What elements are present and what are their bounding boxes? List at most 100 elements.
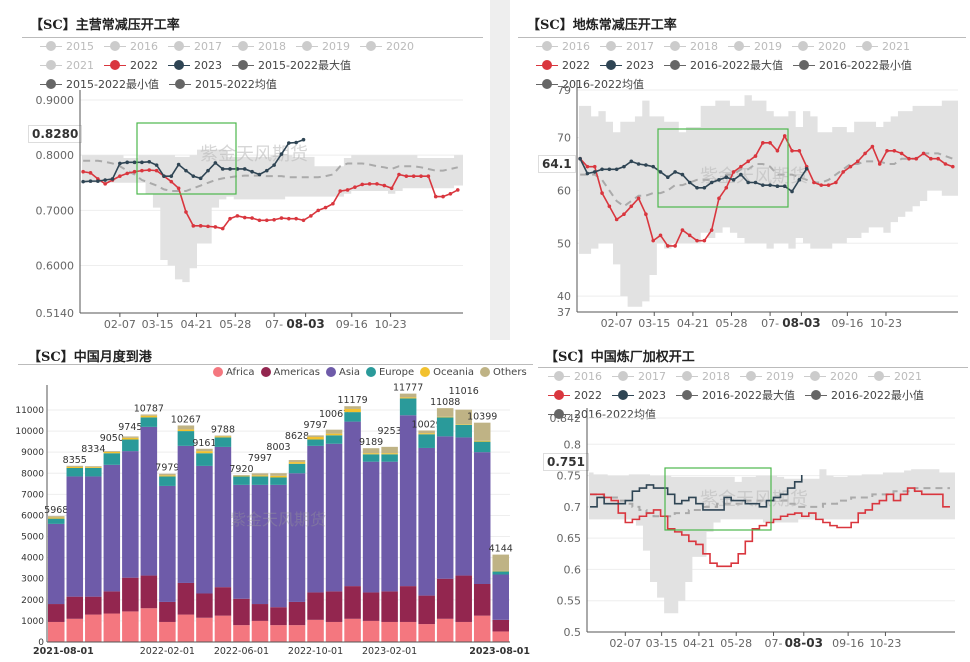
bar-segment-europe[interactable] bbox=[455, 424, 472, 438]
bar-segment-africa[interactable] bbox=[159, 621, 176, 642]
legend-item-africa[interactable]: Africa bbox=[213, 364, 255, 380]
bar-segment-europe[interactable] bbox=[214, 437, 232, 447]
data-point-2022[interactable] bbox=[658, 233, 663, 238]
bar-segment-asia[interactable] bbox=[473, 452, 491, 584]
legend-item-2016[interactable]: 2016 bbox=[104, 38, 158, 54]
data-point-2022[interactable] bbox=[899, 151, 904, 156]
data-point-2022[interactable] bbox=[592, 164, 597, 169]
data-point-2022[interactable] bbox=[426, 174, 431, 178]
bar-segment-asia[interactable] bbox=[159, 485, 176, 602]
bar-segment-oceania[interactable] bbox=[455, 424, 472, 425]
data-point-2022[interactable] bbox=[397, 172, 401, 177]
legend-independent-cdu[interactable]: 2016 2017 2018 2019 2020 2021 2022 2023 2016-202… bbox=[536, 38, 966, 92]
data-point-2022[interactable] bbox=[629, 204, 634, 209]
data-point-2022[interactable] bbox=[877, 162, 882, 166]
data-point-2023[interactable] bbox=[644, 163, 648, 167]
bar-segment-africa[interactable] bbox=[177, 614, 195, 642]
data-point-2023[interactable] bbox=[132, 160, 137, 165]
bar-segment-europe[interactable] bbox=[140, 417, 158, 427]
bar-segment-others[interactable] bbox=[251, 473, 269, 476]
bar-segment-americas[interactable] bbox=[103, 591, 121, 614]
bar-segment-europe[interactable] bbox=[344, 412, 361, 422]
bar-segment-oceania[interactable] bbox=[103, 451, 121, 454]
data-point-2022[interactable] bbox=[382, 183, 387, 188]
legend-item-1[interactable]: 2023 bbox=[612, 387, 666, 403]
legend-item-2021[interactable]: 2021 bbox=[40, 57, 94, 73]
data-point-2022[interactable] bbox=[819, 183, 824, 187]
bar-segment-africa[interactable] bbox=[66, 618, 84, 642]
data-point-2023[interactable] bbox=[125, 160, 130, 165]
bar-segment-others[interactable] bbox=[436, 408, 454, 417]
bar-segment-africa[interactable] bbox=[325, 621, 343, 642]
bar-segment-americas[interactable] bbox=[270, 607, 287, 626]
bar-segment-europe[interactable] bbox=[473, 441, 491, 453]
data-point-2022[interactable] bbox=[680, 228, 685, 232]
bar-segment-africa[interactable] bbox=[48, 621, 65, 642]
bar-segment-oceania[interactable] bbox=[159, 475, 176, 477]
data-point-2022[interactable] bbox=[191, 224, 196, 228]
data-point-2022[interactable] bbox=[375, 182, 379, 186]
data-point-2022[interactable] bbox=[644, 212, 648, 217]
bar-segment-oceania[interactable] bbox=[288, 462, 306, 464]
legend-item-2021[interactable]: 2021 bbox=[856, 38, 910, 54]
legend-item-2[interactable]: 2015-2022最大值 bbox=[232, 57, 351, 73]
data-point-2022[interactable] bbox=[585, 164, 590, 169]
bar-segment-americas[interactable] bbox=[66, 596, 84, 619]
data-point-2023[interactable] bbox=[213, 161, 218, 165]
bar-segment-africa[interactable] bbox=[233, 625, 250, 642]
legend-item-2016[interactable]: 2016 bbox=[536, 38, 590, 54]
data-point-2022[interactable] bbox=[790, 148, 794, 153]
data-point-2022[interactable] bbox=[914, 156, 919, 161]
bar-segment-oceania[interactable] bbox=[418, 433, 435, 435]
bar-segment-africa[interactable] bbox=[362, 620, 380, 642]
bar-segment-europe[interactable] bbox=[270, 477, 287, 485]
legend-item-2019[interactable]: 2019 bbox=[740, 368, 794, 384]
data-point-2023[interactable] bbox=[673, 170, 677, 174]
bar-segment-americas[interactable] bbox=[344, 586, 361, 619]
bar-segment-others[interactable] bbox=[307, 435, 324, 437]
data-point-2023[interactable] bbox=[717, 178, 721, 182]
bar-segment-others[interactable] bbox=[159, 473, 176, 476]
data-point-2023[interactable] bbox=[804, 166, 809, 171]
bar-segment-others[interactable] bbox=[48, 516, 65, 518]
data-point-2022[interactable] bbox=[206, 224, 210, 229]
data-point-2022[interactable] bbox=[812, 180, 816, 185]
data-point-2023[interactable] bbox=[761, 183, 765, 187]
data-point-2023[interactable] bbox=[622, 164, 626, 169]
data-point-2022[interactable] bbox=[169, 179, 174, 184]
legend-item-2019[interactable]: 2019 bbox=[296, 38, 350, 54]
data-point-2022[interactable] bbox=[287, 216, 291, 221]
bar-segment-americas[interactable] bbox=[436, 578, 454, 619]
legend-item-asia[interactable]: Asia bbox=[326, 364, 360, 380]
bar-segment-asia[interactable] bbox=[66, 476, 84, 597]
legend-item-2020[interactable]: 2020 bbox=[360, 38, 414, 54]
bar-segment-americas[interactable] bbox=[362, 592, 380, 621]
bar-segment-americas[interactable] bbox=[288, 601, 306, 626]
bar-segment-europe[interactable] bbox=[159, 476, 176, 486]
data-point-2023[interactable] bbox=[695, 185, 699, 190]
data-point-2023[interactable] bbox=[118, 161, 122, 166]
data-point-2022[interactable] bbox=[279, 216, 284, 220]
data-point-2022[interactable] bbox=[213, 225, 218, 229]
bar-segment-others[interactable] bbox=[418, 430, 435, 434]
data-point-2022[interactable] bbox=[242, 215, 247, 220]
data-point-2022[interactable] bbox=[154, 168, 159, 173]
bar-segment-oceania[interactable] bbox=[177, 429, 195, 432]
data-point-2023[interactable] bbox=[264, 168, 269, 173]
data-point-2023[interactable] bbox=[614, 167, 619, 172]
bar-segment-oceania[interactable] bbox=[85, 467, 102, 468]
bar-segment-oceania[interactable] bbox=[196, 451, 213, 454]
bar-segment-americas[interactable] bbox=[418, 595, 435, 625]
bar-segment-oceania[interactable] bbox=[140, 415, 158, 418]
bar-segment-europe[interactable] bbox=[66, 468, 84, 477]
legend-item-2018[interactable]: 2018 bbox=[676, 368, 730, 384]
data-point-2022[interactable] bbox=[198, 224, 203, 228]
data-point-2022[interactable] bbox=[797, 148, 802, 153]
bar-segment-europe[interactable] bbox=[325, 435, 343, 444]
data-point-2023[interactable] bbox=[162, 174, 166, 178]
data-point-2022[interactable] bbox=[943, 162, 948, 166]
bar-segment-asia[interactable] bbox=[103, 464, 121, 592]
data-point-2023[interactable] bbox=[797, 178, 802, 182]
data-point-2022[interactable] bbox=[775, 148, 780, 153]
legend-item-2017[interactable]: 2017 bbox=[168, 38, 222, 54]
